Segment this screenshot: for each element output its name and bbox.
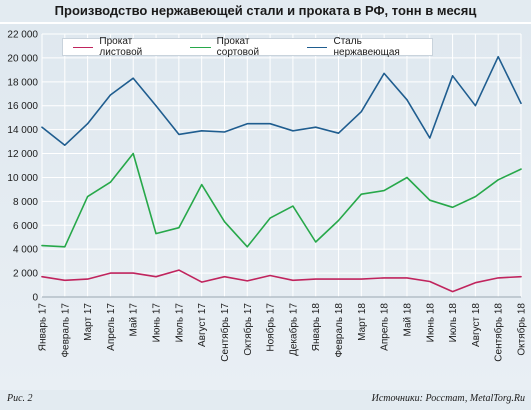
- y-tick-label: 10 000: [7, 173, 38, 184]
- x-tick-label: Сентябрь 18: [493, 303, 505, 362]
- chart-legend: Прокат листовой Прокат сортовой Сталь не…: [62, 36, 433, 58]
- x-tick-label: Май 18: [402, 303, 413, 337]
- x-tick-label: Май 17: [129, 303, 140, 337]
- title-bar: Производство нержавеющей стали и проката…: [0, 0, 531, 24]
- legend-swatch-steel: [307, 46, 328, 48]
- x-tick-label: Июнь 18: [425, 303, 436, 343]
- x-tick-label: Ноябрь 17: [265, 303, 277, 352]
- legend-swatch-section: [190, 46, 211, 48]
- x-tick-label: Август 17: [197, 303, 208, 347]
- x-tick-label: Август 18: [471, 303, 482, 347]
- y-tick-label: 12 000: [7, 149, 38, 160]
- series-line-steel: [41, 55, 522, 146]
- y-tick-label: 6 000: [13, 221, 38, 232]
- y-tick-label: 0: [32, 293, 38, 304]
- legend-item-section: Прокат сортовой: [190, 36, 289, 58]
- legend-label-steel: Сталь нержавеющая: [333, 36, 400, 58]
- x-tick-label: Июль 17: [174, 303, 185, 343]
- x-tick-label: Июнь 17: [152, 303, 163, 343]
- x-tick-label: Июль 18: [448, 303, 459, 343]
- y-tick-label: 20 000: [7, 53, 38, 64]
- y-tick-label: 2 000: [13, 269, 38, 280]
- legend-label-section: Прокат сортовой: [216, 36, 260, 58]
- plot-background: [0, 24, 531, 390]
- legend-swatch-sheet: [73, 46, 94, 48]
- x-tick-label: Октябрь 18: [516, 303, 528, 356]
- x-tick-label: Январь 17: [38, 303, 49, 352]
- y-tick-label: 14 000: [7, 125, 38, 136]
- x-tick-label: Март 18: [357, 303, 368, 341]
- x-tick-label: Апрель 18: [380, 303, 391, 351]
- x-tick-label: Март 17: [83, 303, 94, 341]
- figure-label: Рис. 2: [7, 393, 33, 404]
- y-tick-label: 18 000: [7, 77, 38, 88]
- x-tick-label: Январь 18: [311, 303, 322, 352]
- series-line-section: [41, 152, 522, 248]
- x-tick-label: Сентябрь 17: [219, 303, 231, 362]
- x-tick-label: Февраль 17: [60, 303, 71, 358]
- y-tick-label: 22 000: [7, 30, 38, 41]
- x-tick-label: Апрель 17: [106, 303, 117, 351]
- y-tick-label: 4 000: [13, 245, 38, 256]
- x-tick-label: Декабрь 17: [287, 303, 299, 356]
- source-note: Источники: Росстат, MetalTorg.Ru: [371, 393, 525, 404]
- chart-title: Производство нержавеющей стали и проката…: [54, 3, 477, 18]
- x-tick-label: Октябрь 17: [242, 303, 254, 356]
- y-tick-label: 8 000: [13, 197, 38, 208]
- legend-item-sheet: Прокат листовой: [73, 36, 172, 58]
- x-tick-label: Февраль 18: [334, 303, 345, 358]
- legend-item-steel: Сталь нержавеющая: [307, 36, 424, 58]
- series-line-sheet: [41, 269, 522, 293]
- legend-label-sheet: Прокат листовой: [99, 36, 143, 58]
- y-tick-label: 16 000: [7, 101, 38, 112]
